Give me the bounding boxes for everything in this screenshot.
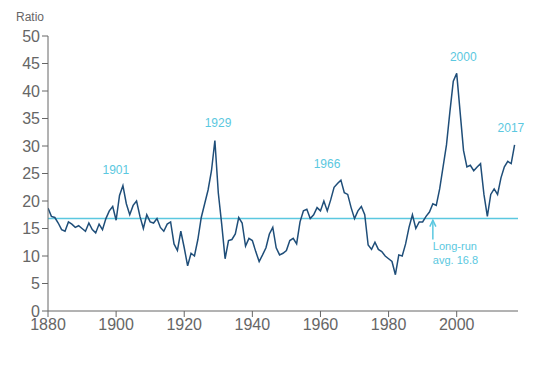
svg-text:40: 40	[22, 83, 40, 100]
svg-text:20: 20	[22, 193, 40, 210]
svg-text:1980: 1980	[371, 316, 407, 333]
svg-text:2000: 2000	[439, 316, 475, 333]
svg-text:10: 10	[22, 248, 40, 265]
svg-text:1960: 1960	[303, 316, 339, 333]
svg-text:5: 5	[31, 275, 40, 292]
svg-text:2000: 2000	[450, 50, 477, 64]
svg-text:35: 35	[22, 110, 40, 127]
svg-text:45: 45	[22, 55, 40, 72]
svg-text:15: 15	[22, 220, 40, 237]
svg-text:25: 25	[22, 165, 40, 182]
svg-text:30: 30	[22, 138, 40, 155]
svg-text:1880: 1880	[30, 316, 66, 334]
svg-text:50: 50	[22, 28, 40, 45]
svg-text:1966: 1966	[314, 157, 341, 171]
html-text:Ratio: Ratio	[16, 10, 44, 24]
svg-text:2017: 2017	[498, 121, 525, 135]
svg-text:1920: 1920	[166, 316, 202, 333]
svg-text:1900: 1900	[98, 316, 134, 333]
svg-text:0: 0	[31, 303, 40, 320]
svg-text:1940: 1940	[235, 316, 271, 333]
svg-text:Long-runavg. 16.8: Long-runavg. 16.8	[433, 240, 478, 266]
svg-text:1901: 1901	[102, 163, 129, 177]
svg-text:1929: 1929	[205, 116, 232, 130]
